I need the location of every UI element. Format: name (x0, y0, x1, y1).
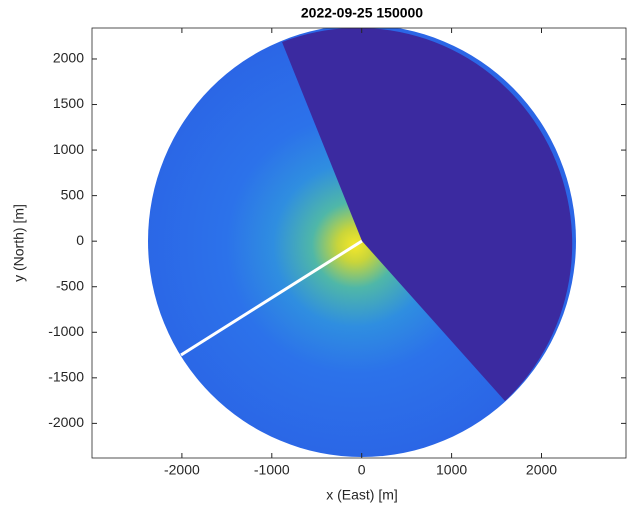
y-tick-label: -2000 (48, 414, 84, 430)
blank-beam (180, 239, 363, 357)
x-tick-label: -1000 (254, 462, 290, 478)
y-tick-label: -500 (56, 277, 84, 293)
x-tick-label: 2000 (526, 462, 557, 478)
y-tick-label: -1000 (48, 323, 84, 339)
y-tick-label: -1500 (48, 369, 84, 385)
y-tick-label: 1500 (53, 95, 84, 111)
y-tick-label: 1000 (53, 141, 84, 157)
x-axis-label: x (East) [m] (326, 487, 398, 503)
y-tick-label: 500 (61, 186, 85, 202)
y-tick-label: 0 (76, 232, 84, 248)
x-tick-label: -2000 (164, 462, 200, 478)
axes-box (91, 27, 627, 459)
x-tick-label: 0 (358, 462, 366, 478)
blind-sector (282, 28, 573, 401)
x-tick-label: 1000 (436, 462, 467, 478)
y-axis-label: y (North) [m] (11, 204, 27, 282)
y-tick-label: 2000 (53, 50, 84, 66)
chart-title: 2022-09-25 150000 (301, 5, 423, 21)
radar-image (148, 28, 576, 457)
